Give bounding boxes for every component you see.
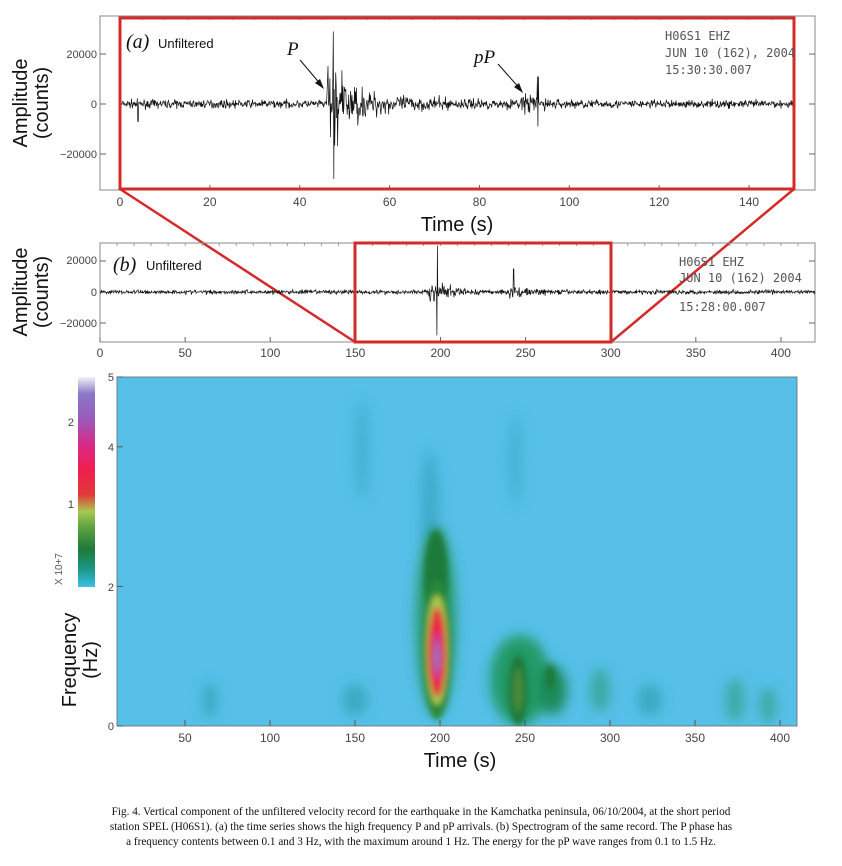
panel-b-xtick-label: 200 (430, 346, 450, 360)
spectrogram-xtick-label: 250 (515, 731, 535, 745)
panel-a-filter: Unfiltered (158, 36, 214, 51)
spec-blob (513, 668, 523, 712)
panel-b-ylabel: Amplitude (10, 248, 32, 337)
colorbar-tick: 2 (68, 417, 74, 429)
panel-a-ylabel-units: (counts) (31, 67, 53, 139)
panel-a-label: (a) (126, 31, 150, 53)
pp-arrow-head (514, 83, 523, 93)
spec-blob (355, 400, 369, 500)
panel-a-xtick-label: 20 (203, 195, 217, 209)
zoom-connector-right (610, 188, 795, 343)
panel-b-filter: Unfiltered (146, 258, 202, 273)
zoom-connector-left (119, 187, 356, 344)
panel-a-xtick-label: 60 (383, 195, 397, 209)
panel-a: (a) Unfiltered P pP H06S1 EHZ JUN 10 (16… (10, 15, 816, 236)
panel-b-ytick: −20000 (60, 318, 97, 330)
panel-a-waveform (119, 31, 795, 180)
spectrogram-ytick: 4 (108, 442, 114, 454)
panel-a-xtick-label: 40 (293, 195, 307, 209)
spectrogram-xticklabels: 50 100 150 200 250 300 350 400 (178, 731, 790, 745)
spec-blob (545, 665, 555, 689)
spectrogram-ticks (117, 376, 781, 727)
spectrogram-ytick: 2 (108, 582, 114, 594)
panel-a-ylabel: Amplitude (10, 59, 32, 148)
label-pp-phase: pP (472, 47, 496, 68)
panel-b-xtick-label: 100 (260, 346, 280, 360)
spec-blob (434, 643, 440, 671)
panel-a-ytick: 20000 (66, 49, 97, 61)
panel-a-xtick-label: 120 (649, 195, 669, 209)
panel-b-ytick: 0 (91, 287, 97, 299)
panel-b-xtick-label: 150 (345, 346, 365, 360)
panel-b-xtick-label: 350 (686, 346, 706, 360)
panel-b-xtick-label: 250 (516, 346, 536, 360)
spectrogram-ylabel: Frequency (59, 613, 81, 708)
panel-b-waveform (99, 245, 816, 336)
panel-a-date: JUN 10 (162), 2004 (665, 46, 795, 60)
spec-blob (638, 684, 662, 716)
spectrogram-ylabel-units: (Hz) (80, 641, 102, 679)
figure-caption: Fig. 4. Vertical component of the unfilt… (4, 805, 838, 850)
spectrogram-xlabel: Time (s) (424, 750, 497, 772)
panel-a-xticklabels: 0 20 40 60 80 100 120 140 (117, 195, 760, 209)
panel-c: 50 100 150 200 250 300 350 400 5 4 2 0 Time (s)… (54, 372, 798, 772)
panel-b-label: (b) (113, 254, 137, 276)
panel-a-xtick-label: 80 (473, 195, 487, 209)
spectrogram-xtick-label: 200 (430, 731, 450, 745)
spectrogram-blobs (203, 400, 776, 725)
caption-line: a frequency contents between 0.1 and 3 H… (126, 836, 716, 848)
panel-a-xtick-label: 0 (117, 195, 124, 209)
panel-b-xticklabels: 0 50 100 150 200 250 300 350 400 (97, 346, 792, 360)
spectrogram-xtick-label: 400 (770, 731, 790, 745)
panel-a-station: H06S1 EHZ (665, 29, 730, 43)
panel-b-xtick-label: 400 (771, 346, 791, 360)
panel-b-xtick-label: 300 (601, 346, 621, 360)
label-p-phase: P (286, 39, 299, 60)
panel-a-time: 15:30:30.007 (665, 63, 752, 77)
spec-blob (203, 682, 217, 718)
spectrogram-xtick-label: 150 (345, 731, 365, 745)
colorbar-unit: X 10+7 (54, 553, 65, 585)
panel-a-xlabel: Time (s) (421, 214, 494, 236)
spectrogram-xtick-label: 50 (178, 731, 192, 745)
spectrogram-frame (116, 376, 798, 727)
panel-b-xtick-label: 50 (178, 346, 192, 360)
panel-a-zoom-box (118, 16, 796, 191)
caption-line: station SPEL (H06S1). (a) the time serie… (109, 821, 733, 833)
spectrogram-ytick: 0 (108, 721, 114, 733)
panel-a-ytick: −20000 (60, 149, 97, 161)
spec-blob (590, 668, 610, 712)
panel-b-station: H06S1 EHZ (679, 255, 744, 269)
panel-b-ytick: 20000 (66, 255, 97, 267)
panel-b-ylabel-units: (counts) (31, 256, 53, 328)
spec-blob (343, 684, 367, 716)
colorbar-tick: 1 (68, 499, 74, 511)
spectrogram-ytick: 5 (108, 372, 114, 384)
figure: (a) Unfiltered P pP H06S1 EHZ JUN 10 (16… (10, 15, 816, 772)
panel-b-date: JUN 10 (162) 2004 (679, 271, 802, 285)
panel-b: (b) Unfiltered H06S1 EHZ JUN 10 (162) 20… (10, 241, 816, 360)
panel-b-zoom-window (353, 241, 613, 344)
p-arrow-head (315, 79, 324, 89)
colorbar (78, 377, 95, 587)
spectrogram-background (117, 377, 797, 726)
spec-blob (760, 687, 776, 723)
panel-b-xtick-label: 0 (97, 346, 104, 360)
caption-line: Fig. 4. Vertical component of the unfilt… (111, 806, 731, 818)
panel-a-xtick-label: 140 (739, 195, 759, 209)
spec-blob (726, 678, 744, 722)
spectrogram-xtick-label: 350 (685, 731, 705, 745)
panel-b-time: 15:28:00.007 (679, 300, 766, 314)
panel-a-xtick-label: 100 (559, 195, 579, 209)
spectrogram-xtick-label: 300 (600, 731, 620, 745)
panel-a-ytick: 0 (91, 99, 97, 111)
spec-blob (509, 415, 521, 505)
spectrogram-xtick-label: 100 (260, 731, 280, 745)
